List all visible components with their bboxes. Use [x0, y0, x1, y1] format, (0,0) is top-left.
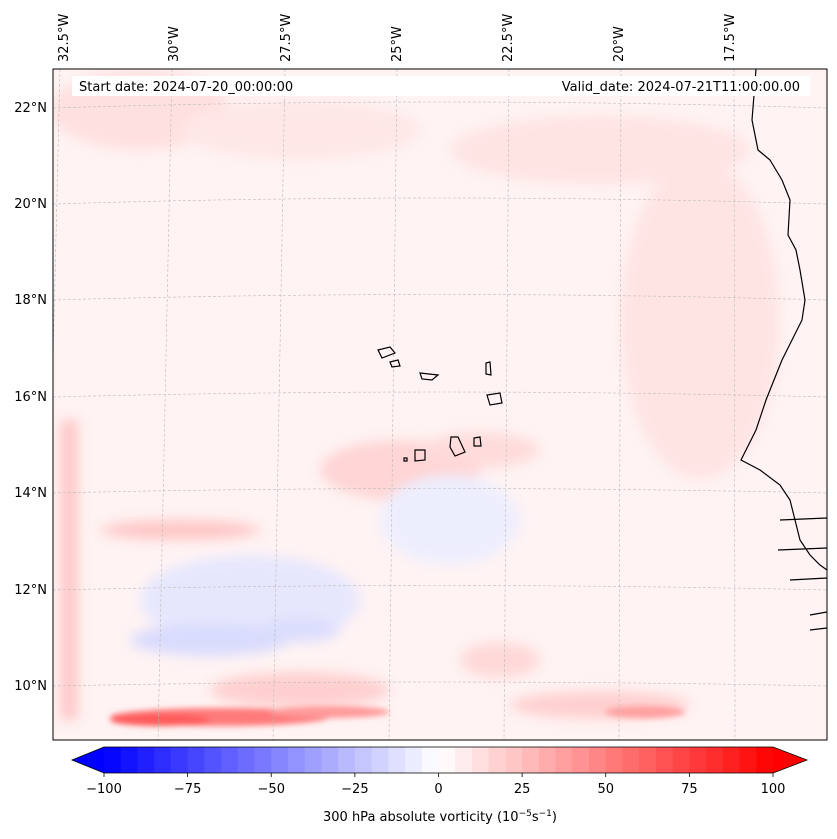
- colorbar-tick-label: 0: [434, 782, 442, 797]
- colorbar-min-extend: [72, 747, 104, 773]
- lon-label: 32.5°W: [57, 14, 72, 62]
- colorbar-cell: [722, 747, 741, 773]
- colorbar-tick-label: 50: [597, 782, 614, 797]
- colorbar-tick-label: 25: [514, 782, 531, 797]
- colorbar-cell: [354, 747, 373, 773]
- colorbar-cell: [271, 747, 289, 773]
- colorbar-cell: [739, 747, 757, 773]
- colorbar-cell: [522, 747, 540, 773]
- colorbar-cell: [338, 747, 356, 773]
- lat-label: 22°N: [14, 101, 47, 116]
- colorbar-cell: [689, 747, 707, 773]
- cape-verde-islands: [377, 346, 503, 462]
- colorbar-tick-label: −25: [341, 782, 368, 797]
- colorbar: −100 −75 −50 −25 0 25 50 75 100 300 hPa absolute…: [70, 746, 809, 825]
- colorbar-cell: [455, 747, 473, 773]
- start-date-label: Start date: 2024-07-20_00:00:00: [79, 80, 293, 95]
- lon-label: 25°W: [390, 26, 405, 62]
- lon-label: 20°W: [612, 26, 627, 62]
- colorbar-cell: [170, 747, 189, 773]
- lon-label: 17.5°W: [723, 14, 738, 62]
- colorbar-tick-label: −100: [86, 782, 122, 797]
- colorbar-cell: [756, 747, 774, 773]
- colorbar-cell: [706, 747, 724, 773]
- colorbar-cell: [120, 747, 139, 773]
- colorbar-cell: [321, 747, 339, 773]
- colorbar-cell: [187, 747, 205, 773]
- lon-label: 27.5°W: [279, 14, 294, 62]
- colorbar-cell: [622, 747, 640, 773]
- lat-label: 12°N: [14, 583, 47, 598]
- coastlines: [377, 69, 827, 631]
- colorbar-label: 300 hPa absolute vorticity (10−5s−1): [323, 809, 557, 825]
- colorbar-tick-label: −75: [174, 782, 201, 797]
- colorbar-cell: [371, 747, 389, 773]
- colorbar-cell: [639, 747, 657, 773]
- colorbar-cell: [388, 747, 406, 773]
- colorbar-cell: [237, 747, 256, 773]
- colorbar-cell: [254, 747, 272, 773]
- lat-label: 20°N: [14, 197, 47, 212]
- colorbar-cell: [304, 747, 323, 773]
- lat-label: 18°N: [14, 293, 47, 308]
- colorbar-cell: [572, 747, 590, 773]
- colorbar-cell: [438, 747, 456, 773]
- lat-label: 16°N: [14, 390, 47, 405]
- lat-label: 14°N: [14, 486, 47, 501]
- colorbar-cell: [589, 747, 607, 773]
- colorbar-cell: [505, 747, 523, 773]
- colorbar-cell: [154, 747, 172, 773]
- colorbar-cell: [104, 747, 122, 773]
- lon-label: 30°W: [167, 26, 182, 62]
- header-box: [72, 76, 810, 96]
- colorbar-cell: [421, 747, 440, 773]
- graticule: [53, 69, 827, 740]
- colorbar-cell: [555, 747, 573, 773]
- lat-label: 10°N: [14, 679, 47, 694]
- colorbar-tick-label: 75: [681, 782, 698, 797]
- colorbar-cell: [137, 747, 155, 773]
- colorbar-cell: [287, 747, 306, 773]
- colorbar-cell: [471, 747, 490, 773]
- map-frame: [52, 68, 828, 741]
- colorbar-cell: [405, 747, 423, 773]
- colorbar-tick-label: −50: [258, 782, 285, 797]
- colorbar-max-extend: [773, 747, 807, 773]
- colorbar-cell: [221, 747, 239, 773]
- colorbar-cell: [605, 747, 624, 773]
- colorbar-cell: [672, 747, 690, 773]
- valid-date-label: Valid_date: 2024-07-21T11:00:00.00: [562, 80, 800, 95]
- colorbar-tick-label: 100: [761, 782, 786, 797]
- colorbar-cell: [538, 747, 557, 773]
- lon-label: 22.5°W: [501, 14, 516, 62]
- vorticity-field: [53, 69, 827, 740]
- colorbar-cell: [655, 747, 674, 773]
- colorbar-cell: [488, 747, 506, 773]
- africa-coastline: [740, 69, 827, 571]
- colorbar-cell: [204, 747, 222, 773]
